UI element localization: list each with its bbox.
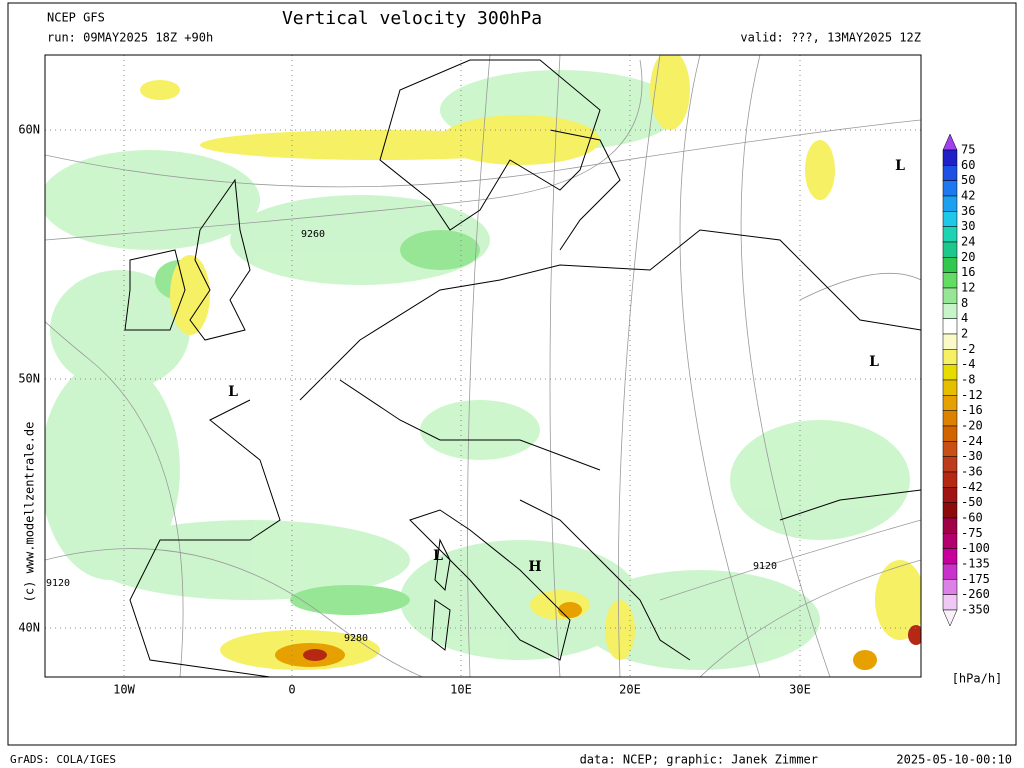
- lon-label: 20E: [619, 683, 641, 697]
- colorbar-label: -60: [961, 511, 983, 525]
- colorbar-label: -175: [961, 572, 990, 586]
- colorbar-label: 24: [961, 235, 975, 249]
- pressure-label: L: [228, 384, 238, 400]
- colorbar-box: [942, 502, 958, 519]
- contour-label: 9120: [753, 561, 777, 572]
- colorbar-label: -135: [961, 557, 990, 571]
- colorbar-box: [942, 379, 958, 396]
- watermark: (c) www.modellzentrale.de: [23, 422, 37, 603]
- colorbar-label: -8: [961, 373, 975, 387]
- colorbar-box: [942, 533, 958, 549]
- lat-label: 60N: [18, 123, 40, 137]
- timestamp: 2025-05-10-00:10: [896, 753, 1012, 767]
- map-border: [44, 54, 922, 678]
- map-field: [45, 55, 921, 677]
- colorbar-box: [942, 180, 958, 197]
- pressure-label: H: [528, 559, 541, 575]
- colorbar-box: [942, 272, 958, 289]
- colorbar-arrow: [942, 133, 958, 151]
- colorbar-box: [942, 165, 958, 181]
- colorbar-label: 20: [961, 250, 975, 264]
- run: run: 09MAY2025 18Z +90h: [47, 31, 213, 45]
- credit: data: NCEP; graphic: Janek Zimmer: [580, 753, 818, 767]
- colorbar-label: -50: [961, 495, 983, 509]
- contour-label: 9260: [301, 229, 325, 240]
- colorbar-box: [942, 349, 958, 365]
- lon-label: 30E: [789, 683, 811, 697]
- colorbar-box: [942, 303, 958, 319]
- colorbar-label: 2: [961, 327, 968, 341]
- colorbar-label: 36: [961, 204, 975, 218]
- colorbar-arrow: [942, 609, 958, 627]
- colorbar-box: [942, 456, 958, 473]
- colorbar-box: [942, 257, 958, 273]
- model: NCEP GFS: [47, 11, 105, 25]
- lat-label: 40N: [18, 621, 40, 635]
- colorbar-box: [942, 487, 958, 503]
- colorbar-box: [942, 195, 958, 212]
- colorbar-label: -30: [961, 449, 983, 463]
- colorbar-label: -24: [961, 434, 983, 448]
- lon-label: 10W: [113, 683, 135, 697]
- colorbar-label: 16: [961, 265, 975, 279]
- colorbar-label: -16: [961, 403, 983, 417]
- colorbar-box: [942, 441, 958, 457]
- valid: valid: ???, 13MAY2025 12Z: [740, 31, 921, 45]
- colorbar-label: 30: [961, 219, 975, 233]
- colorbar-label: 8: [961, 296, 968, 310]
- colorbar-box: [942, 226, 958, 243]
- colorbar-box: [942, 211, 958, 227]
- colorbar-box: [942, 548, 958, 565]
- title: Vertical velocity 300hPa: [282, 8, 542, 29]
- colorbar-box: [942, 287, 958, 304]
- colorbar-label: 60: [961, 158, 975, 172]
- colorbar-box: [942, 333, 958, 350]
- lat-label: 50N: [18, 372, 40, 386]
- colorbar-label: -4: [961, 357, 975, 371]
- colorbar-label: -2: [961, 342, 975, 356]
- colorbar-label: -75: [961, 526, 983, 540]
- colorbar-label: -36: [961, 465, 983, 479]
- unit: [hPa/h]: [952, 672, 1003, 686]
- colorbar-box: [942, 579, 958, 595]
- colorbar-label: 4: [961, 311, 968, 325]
- lon-label: 10E: [450, 683, 472, 697]
- pressure-label: L: [433, 548, 443, 564]
- lon-label: 0: [288, 683, 295, 697]
- colorbar-label: 50: [961, 173, 975, 187]
- colorbar-label: 12: [961, 281, 975, 295]
- colorbar-box: [942, 241, 958, 258]
- colorbar-label: -20: [961, 419, 983, 433]
- colorbar-box: [942, 395, 958, 411]
- colorbar-box: [942, 594, 958, 611]
- colorbar-label: -12: [961, 388, 983, 402]
- colorbar-box: [942, 425, 958, 442]
- colorbar-box: [942, 563, 958, 580]
- software: GrADS: COLA/IGES: [10, 753, 116, 766]
- colorbar-label: -350: [961, 603, 990, 617]
- colorbar-box: [942, 364, 958, 381]
- colorbar-box: [942, 471, 958, 488]
- colorbar-label: -100: [961, 541, 990, 555]
- colorbar-label: -42: [961, 480, 983, 494]
- colorbar-label: -260: [961, 587, 990, 601]
- colorbar-box: [942, 410, 958, 427]
- contour-label: 9280: [344, 633, 368, 644]
- frame: [7, 2, 1017, 746]
- colorbar-label: 75: [961, 143, 975, 157]
- pressure-label: L: [869, 354, 879, 370]
- contour-label: 9120: [46, 578, 70, 589]
- colorbar-box: [942, 517, 958, 534]
- pressure-label: L: [895, 158, 905, 174]
- colorbar-label: 42: [961, 189, 975, 203]
- colorbar-box: [942, 149, 958, 166]
- colorbar-box: [942, 318, 958, 335]
